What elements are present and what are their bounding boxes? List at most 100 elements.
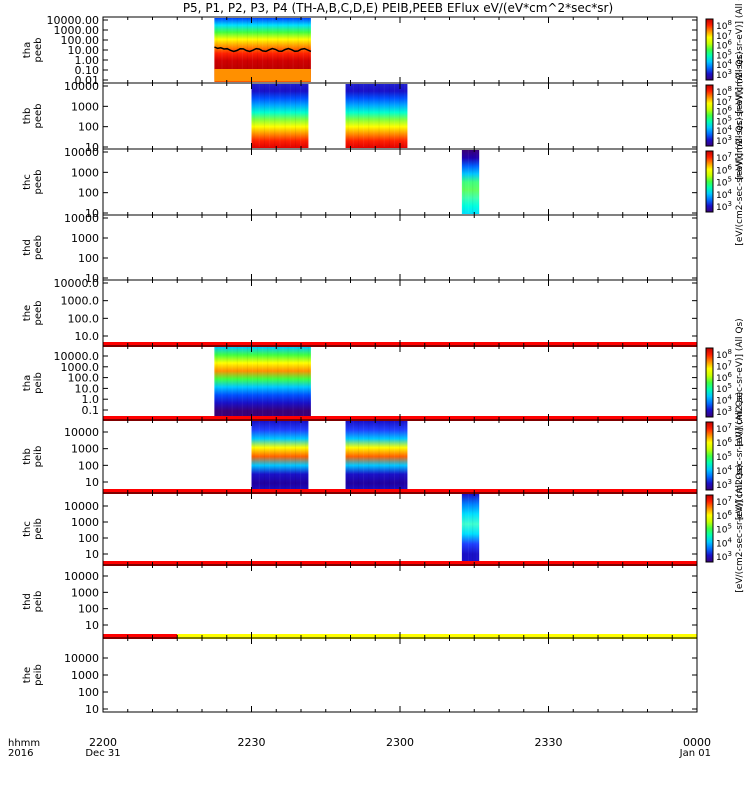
y-tick-label: 0.01 bbox=[75, 74, 100, 87]
colorbar-tick-label: 105 bbox=[716, 114, 732, 127]
x-tick-date: Jan 01 bbox=[679, 748, 711, 759]
panel-label-product: peib bbox=[33, 372, 44, 394]
y-tick-label: 10000.0 bbox=[54, 350, 100, 363]
panel-thb-peib: 10000 1000 100 10 thb peib bbox=[22, 419, 698, 494]
colorbar-title: [eV/(cm2-sec-sr-eV)] (All Qs) bbox=[735, 0, 745, 114]
panel-label-product: peeb bbox=[33, 235, 44, 260]
panel-label-probe: thb bbox=[22, 448, 33, 465]
colorbar-tick-label: 106 bbox=[716, 105, 732, 118]
y-tick-label: 1000 bbox=[71, 516, 99, 529]
colorbar-tick-label: 104 bbox=[716, 394, 732, 407]
y-tick-label: 1.00 bbox=[75, 54, 100, 67]
colorbar-tick-label: 105 bbox=[716, 450, 732, 463]
colorbar-tick-label: 103 bbox=[716, 134, 732, 147]
colorbar-tick-label: 103 bbox=[716, 478, 732, 491]
colorbar-tick-label: 107 bbox=[716, 151, 732, 164]
panel-frame bbox=[102, 345, 698, 421]
panel-thd-peib: 10000 1000 100 10 thd peib bbox=[22, 564, 698, 639]
y-tick-label: 1000 bbox=[71, 100, 99, 113]
data-curve-tha-peeb bbox=[214, 46, 312, 53]
colorbar-tick-label: 104 bbox=[716, 536, 732, 549]
panel-label-product: peib bbox=[33, 591, 44, 613]
panel-label-product: peeb bbox=[33, 104, 44, 129]
data-block-thc-peib-1 bbox=[461, 494, 480, 564]
panel-label-probe: the bbox=[22, 667, 33, 683]
panel-label-probe: thd bbox=[22, 593, 33, 610]
y-tick-label: 10.0 bbox=[75, 382, 100, 395]
figure-title: P5, P1, P2, P3, P4 (TH-A,B,C,D,E) PEIB,P… bbox=[183, 1, 613, 15]
colorbar-gradient bbox=[705, 150, 714, 213]
panel-frame bbox=[102, 148, 698, 216]
colorbar-gradient bbox=[705, 421, 714, 491]
x-tick-label: 2300 bbox=[386, 736, 414, 749]
y-tick-label: 10000 bbox=[64, 80, 99, 93]
y-tick-label: 10000.00 bbox=[47, 14, 100, 27]
panel-label-product: peib bbox=[33, 664, 44, 686]
data-block-thb-peeb-1 bbox=[251, 84, 309, 148]
x-tick-label: 2200 bbox=[89, 736, 117, 749]
colorbar-title: [eV/(cm2-sec-sr-eV)] (All Qs) bbox=[735, 117, 745, 245]
panel-label-probe: thc bbox=[22, 521, 33, 537]
colorbar-tick-label: 107 bbox=[716, 29, 732, 42]
y-tick-label: 1000 bbox=[71, 232, 99, 245]
colorbar-tick-label: 106 bbox=[716, 509, 732, 522]
y-tick-label: 1000 bbox=[71, 166, 99, 179]
colorbar-title: [eV/(cm2-sec-sr-eV)] (All Qs) bbox=[735, 51, 745, 179]
y-tick-label: 0.10 bbox=[75, 64, 100, 77]
y-tick-label: 10 bbox=[85, 619, 99, 632]
x-year-label: 2016 bbox=[8, 748, 33, 759]
colorbar-tick-label: 103 bbox=[716, 200, 732, 213]
x-tick-label: 2230 bbox=[238, 736, 266, 749]
panel-frame bbox=[102, 214, 698, 281]
y-tick-label: 1000.0 bbox=[61, 361, 100, 374]
panel-label-product: peeb bbox=[33, 170, 44, 195]
colorbar-tick-label: 107 bbox=[716, 495, 732, 508]
panel-label-probe: tha bbox=[22, 375, 33, 391]
y-tick-label: 1000.0 bbox=[61, 295, 100, 308]
colorbar-tick-label: 104 bbox=[716, 188, 732, 201]
y-tick-label: 10 bbox=[85, 476, 99, 489]
y-tick-label: 100.0 bbox=[68, 312, 100, 325]
panel-label-probe: thd bbox=[22, 239, 33, 256]
panel-the-peeb: 10000.0 1000.0 100.0 10.0 the peeb bbox=[22, 277, 698, 347]
panel-label-probe: tha bbox=[22, 42, 33, 58]
panel-label-probe: thb bbox=[22, 108, 33, 125]
y-tick-label: 1000.00 bbox=[54, 24, 100, 37]
data-block-thb-peib-1 bbox=[251, 421, 309, 492]
y-tick-label: 10 bbox=[85, 141, 99, 154]
colorbar-tick-label: 106 bbox=[716, 163, 732, 176]
panel-the-peib: 10000 1000 100 10 the peib bbox=[22, 637, 698, 716]
panel-label-product: peib bbox=[33, 518, 44, 540]
x-tick-label: 2330 bbox=[535, 736, 563, 749]
y-tick-label: 10.00 bbox=[68, 44, 100, 57]
colorbar-tick-label: 105 bbox=[716, 48, 732, 61]
colorbar-tick-label: 103 bbox=[716, 550, 732, 563]
data-block-tha-peib-1 bbox=[214, 347, 311, 419]
panel-thd-peeb: 10000 1000 100 10 thd peeb bbox=[22, 212, 698, 285]
colorbar-gradient bbox=[705, 84, 714, 147]
x-row-label: hhmm bbox=[8, 738, 40, 749]
colorbar-tick-label: 107 bbox=[716, 95, 732, 108]
y-tick-label: 10000.0 bbox=[54, 277, 100, 290]
panel-frame bbox=[102, 564, 698, 639]
y-tick-label: 10000 bbox=[64, 212, 99, 225]
colorbar-tick-label: 105 bbox=[716, 523, 732, 536]
data-block-thc-peeb-1 bbox=[461, 150, 480, 214]
colorbar-tick-label: 108 bbox=[716, 85, 732, 98]
data-block-thb-peeb-2 bbox=[345, 84, 408, 148]
y-tick-label: 10 bbox=[85, 272, 99, 285]
y-tick-label: 10000 bbox=[64, 426, 99, 439]
y-tick-label: 100 bbox=[78, 603, 99, 616]
colorbar-tick-label: 107 bbox=[716, 422, 732, 435]
y-tick-label: 10.0 bbox=[75, 330, 100, 343]
colorbar-tick-label: 105 bbox=[716, 382, 732, 395]
y-tick-label: 1.0 bbox=[82, 393, 100, 406]
data-block-thb-peib-2 bbox=[345, 421, 408, 492]
panel-frame bbox=[102, 637, 698, 713]
y-tick-label: 10000 bbox=[64, 146, 99, 159]
y-tick-label: 10000 bbox=[64, 500, 99, 513]
